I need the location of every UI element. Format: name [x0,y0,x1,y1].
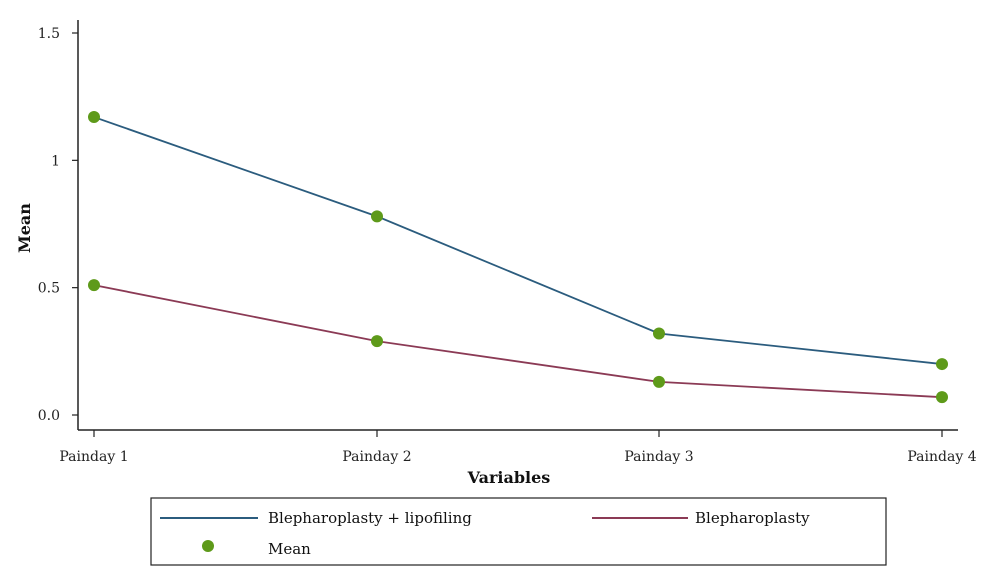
legend-box [150,497,887,566]
y-ticks: 0.0 0.5 1 1.5 [38,26,78,424]
legend-label-mean: Mean [268,540,311,558]
x-axis-title: Variables [467,468,551,487]
series-lines [93,116,943,399]
legend-marker-mean [202,540,214,552]
y-tick-label: 0.0 [38,408,60,424]
legend: Blepharoplasty + lipofiling Blepharoplas… [150,497,887,566]
mean-marker-series-1-point-1 [88,111,100,124]
x-tick-label: Painday 3 [624,449,693,465]
x-tick-label: Painday 4 [907,449,976,465]
x-ticks: Painday 1 Painday 2 Painday 3 Painday 4 [59,430,977,465]
y-tick-label: 1.5 [38,26,60,42]
mean-marker-series-1-point-3 [653,327,665,340]
series-markers [88,111,948,404]
series-line-1 [93,116,943,365]
legend-label-series-1: Blepharoplasty + lipofiling [268,509,472,527]
y-tick-label: 1 [51,153,60,169]
x-tick-label: Painday 2 [342,449,411,465]
mean-marker-series-2-point-3 [653,375,665,388]
x-tick-label: Painday 1 [59,449,128,465]
axes [77,20,958,431]
y-axis-title: Mean [15,203,34,253]
series-line-2 [93,284,943,399]
mean-marker-series-2-point-2 [371,335,383,348]
mean-marker-series-1-point-2 [371,210,383,223]
mean-marker-series-2-point-4 [936,391,948,404]
legend-label-series-2: Blepharoplasty [695,509,810,527]
y-tick-label: 0.5 [38,281,60,297]
mean-marker-series-2-point-1 [88,279,100,292]
mean-marker-series-1-point-4 [936,358,948,371]
